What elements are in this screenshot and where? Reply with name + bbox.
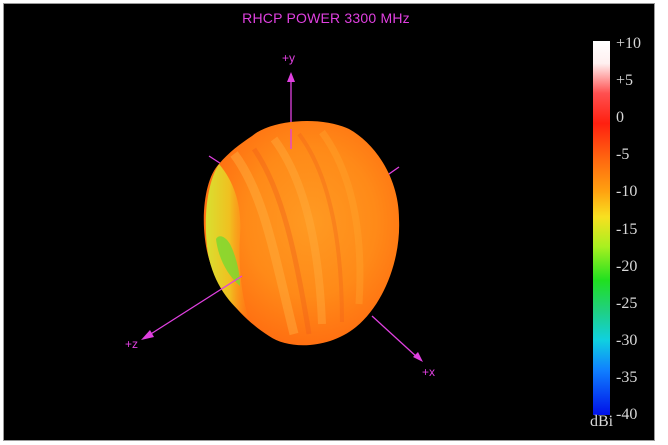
plot-frame: RHCP POWER 3300 MHz [3,3,655,441]
axis-x-arrowhead [413,352,423,362]
axis-y-arrowhead [287,72,295,82]
pattern-shadow-2 [297,132,344,323]
pattern-shadow-1 [251,147,312,335]
colorbar-tick-label: -20 [616,257,638,275]
axis-x-line [371,315,419,359]
colorbar-tick-label: -15 [616,220,638,238]
axis-label-z: +z [125,337,138,351]
axis-z-line [145,275,243,338]
colorbar-unit: dBi [590,413,614,430]
colorbar-tick-label: -5 [616,146,630,164]
pattern-green-spot [216,236,240,286]
colorbar-gradient [593,41,610,415]
axis-label-y: +y [282,51,295,65]
plot-title: RHCP POWER 3300 MHz [242,10,410,26]
colorbar-tick-label: -10 [616,183,638,201]
colorbar-tick-label: -30 [616,331,638,349]
radiation-pattern-surface [203,120,400,346]
pattern-ridge-2 [270,136,326,325]
axis-z-arrowhead [141,330,154,340]
colorbar-tick-label: -35 [616,368,638,386]
colorbar-tick-label: -25 [616,294,638,312]
colorbar-tick-label: +10 [616,35,642,52]
colorbar-scale: +10 +5 0 -5 -10 -15 -20 -25 -30 -35 -40 [616,34,658,434]
pattern-scene: +y +z +x [125,51,435,379]
colorbar-tick-label: -40 [616,406,638,423]
pattern-ridge-3 [319,129,364,305]
axis-label-x: +x [422,365,435,379]
colorbar-tick-label: 0 [616,109,624,127]
colorbar [593,41,610,415]
pattern-ridge-1 [230,151,299,336]
colorbar-tick-label: +5 [616,72,634,90]
